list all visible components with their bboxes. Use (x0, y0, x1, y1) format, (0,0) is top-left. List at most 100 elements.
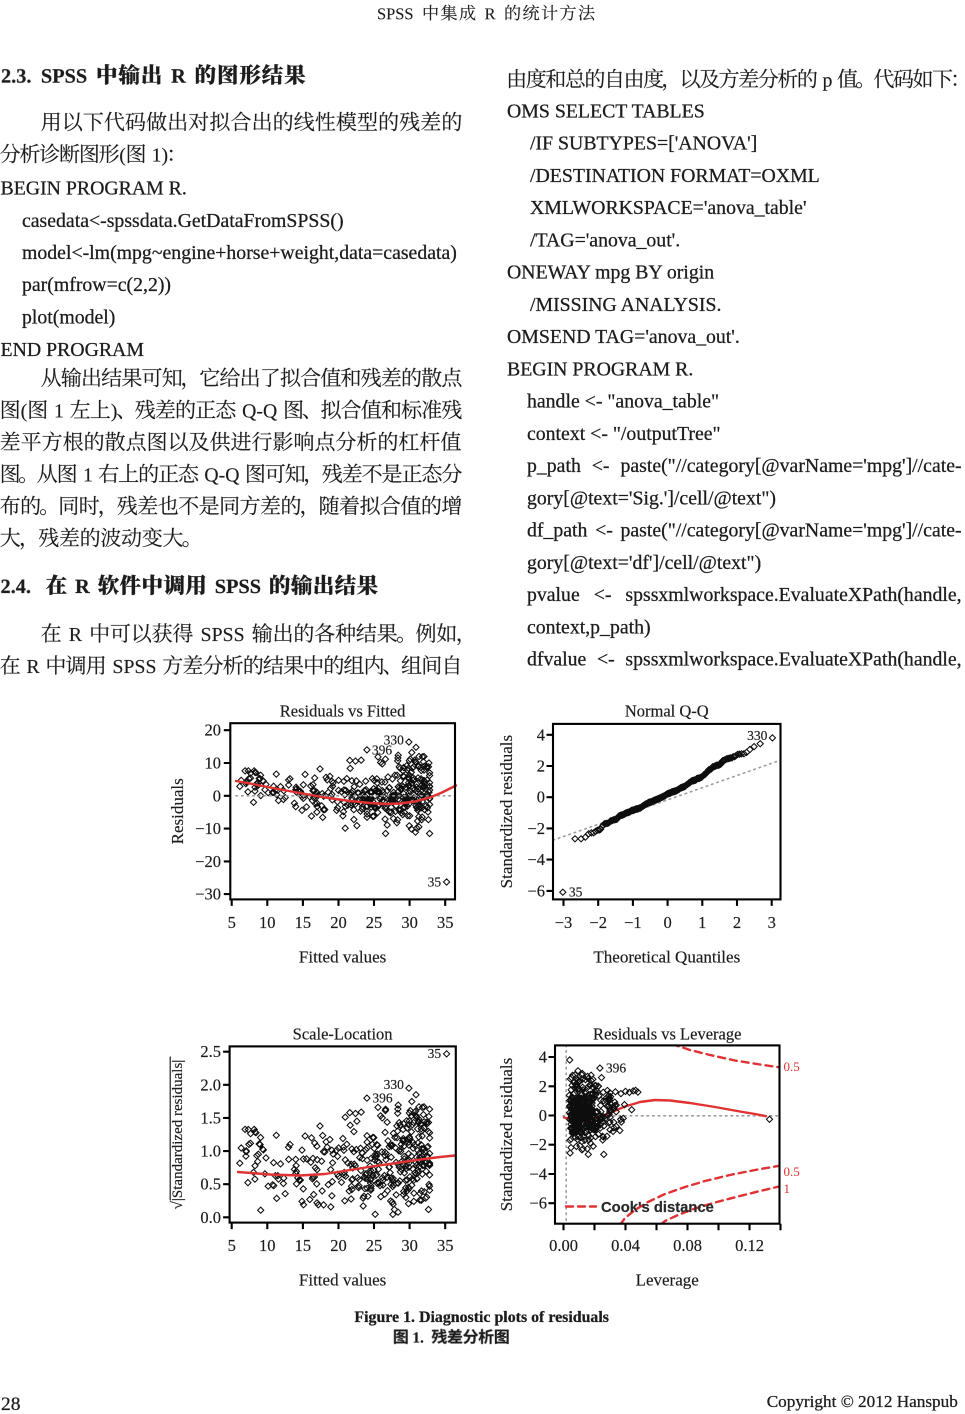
svg-text:plot(model): plot(model) (22, 307, 115, 329)
svg-text:−4: −4 (529, 1165, 547, 1184)
svg-text:−2: −2 (527, 819, 545, 838)
svg-text:Fitted values: Fitted values (299, 948, 386, 967)
svg-text:20: 20 (330, 913, 347, 932)
svg-text:1: 1 (698, 913, 706, 932)
svg-text:XMLWORKSPACE='anova_table': XMLWORKSPACE='anova_table' (530, 197, 807, 219)
svg-text:−4: −4 (527, 850, 545, 869)
svg-text:35: 35 (569, 885, 583, 900)
svg-text:1.5: 1.5 (200, 1108, 221, 1127)
svg-text:/IF SUBTYPES=['ANOVA']: /IF SUBTYPES=['ANOVA'] (530, 133, 757, 155)
svg-text:0: 0 (213, 786, 221, 805)
svg-text:BEGIN PROGRAM R.: BEGIN PROGRAM R. (507, 358, 693, 380)
svg-text:−2: −2 (529, 1135, 547, 1154)
svg-text:/DESTINATION FORMAT=OXML: /DESTINATION FORMAT=OXML (530, 165, 820, 187)
svg-text:OMS SELECT TABLES: OMS SELECT TABLES (507, 100, 705, 122)
svg-text:context,p_path): context,p_path) (527, 616, 651, 638)
svg-text:casedata<-spssdata.GetDataFrom: casedata<-spssdata.GetDataFromSPSS() (22, 210, 344, 232)
svg-text:3: 3 (768, 913, 776, 932)
svg-text:−3: −3 (555, 913, 573, 932)
svg-text:Copyright © 2012 Hanspub: Copyright © 2012 Hanspub (767, 1392, 958, 1411)
svg-text:330: 330 (384, 1077, 405, 1092)
svg-text:396: 396 (372, 742, 393, 757)
svg-text:4: 4 (537, 725, 545, 744)
svg-text:handle <- "anova_table": handle <- "anova_table" (527, 391, 719, 413)
svg-text:ONEWAY mpg BY origin: ONEWAY mpg BY origin (507, 262, 714, 284)
svg-text:BEGIN PROGRAM R.: BEGIN PROGRAM R. (1, 178, 187, 200)
svg-text:30: 30 (401, 1236, 418, 1255)
svg-text:/TAG='anova_out'.: /TAG='anova_out'. (530, 229, 680, 251)
svg-text:15: 15 (295, 1236, 312, 1255)
svg-text:Residuals vs Fitted: Residuals vs Fitted (280, 702, 406, 721)
svg-text:35: 35 (428, 875, 442, 890)
svg-text:pvalue <- spssxmlworkspace.Eva: pvalue <- spssxmlworkspace.EvaluateXPath… (527, 584, 962, 606)
svg-text:0.5: 0.5 (200, 1175, 221, 1194)
svg-text:1: 1 (784, 1181, 791, 1196)
svg-text:context <- "/outputTree": context <- "/outputTree" (527, 423, 721, 445)
svg-text:35: 35 (437, 913, 454, 932)
svg-text:0.00: 0.00 (549, 1236, 578, 1255)
svg-text:0: 0 (537, 788, 545, 807)
svg-text:Standardized residuals: Standardized residuals (497, 735, 516, 888)
svg-text:0.5: 0.5 (784, 1059, 800, 1074)
svg-text:2.0: 2.0 (200, 1075, 221, 1094)
svg-text:END PROGRAM: END PROGRAM (1, 339, 145, 361)
svg-text:2: 2 (537, 757, 545, 776)
svg-text:−10: −10 (195, 819, 221, 838)
svg-text:−1: −1 (624, 913, 642, 932)
svg-text:−6: −6 (527, 881, 545, 900)
svg-text:2: 2 (539, 1077, 547, 1096)
svg-text:−30: −30 (195, 885, 221, 904)
svg-text:28: 28 (1, 1394, 20, 1414)
svg-text:gory[@text='Sig.']/cell/@text": gory[@text='Sig.']/cell/@text") (527, 487, 776, 509)
svg-text:35: 35 (437, 1236, 454, 1255)
svg-text:dfvalue <- spssxmlworkspace.Ev: dfvalue <- spssxmlworkspace.EvaluateXPat… (527, 649, 962, 671)
svg-text:−6: −6 (529, 1194, 547, 1213)
svg-text:√|Standardized residuals|: √|Standardized residuals| (170, 1060, 186, 1210)
svg-text:Fitted values: Fitted values (299, 1271, 386, 1290)
svg-text:−2: −2 (589, 913, 607, 932)
svg-text:−20: −20 (195, 852, 221, 871)
svg-text:df_path <- paste("//category[@: df_path <- paste("//category[@varName='m… (527, 520, 962, 542)
svg-text:5: 5 (228, 1236, 236, 1255)
svg-text:15: 15 (295, 913, 312, 932)
svg-text:5: 5 (228, 913, 236, 932)
svg-text:Cook's distance: Cook's distance (601, 1200, 714, 1216)
svg-text:Normal Q-Q: Normal Q-Q (625, 702, 709, 721)
svg-text:20: 20 (330, 1236, 347, 1255)
svg-text:1.0: 1.0 (200, 1142, 221, 1161)
svg-text:model<-lm(mpg~engine+horse+wei: model<-lm(mpg~engine+horse+weight,data=c… (22, 242, 457, 264)
svg-text:330: 330 (747, 728, 768, 743)
svg-text:35: 35 (428, 1046, 442, 1061)
svg-text:0.04: 0.04 (611, 1236, 640, 1255)
svg-text:Figure 1. Diagnostic plots of: Figure 1. Diagnostic plots of residuals (354, 1309, 609, 1326)
svg-text:10: 10 (205, 754, 222, 773)
svg-text:0.5: 0.5 (784, 1164, 800, 1179)
svg-text:2: 2 (733, 913, 741, 932)
svg-text:par(mfrow=c(2,2)): par(mfrow=c(2,2)) (22, 274, 171, 296)
svg-text:396: 396 (606, 1061, 627, 1076)
svg-text:Scale-Location: Scale-Location (293, 1025, 393, 1044)
svg-text:Residuals vs Leverage: Residuals vs Leverage (593, 1025, 741, 1044)
svg-text:/MISSING ANALYSIS.: /MISSING ANALYSIS. (530, 294, 721, 316)
svg-text:Theoretical Quantiles: Theoretical Quantiles (593, 948, 740, 967)
svg-text:20: 20 (205, 721, 222, 740)
svg-text:0.0: 0.0 (200, 1208, 221, 1227)
svg-text:OMSEND TAG='anova_out'.: OMSEND TAG='anova_out'. (507, 326, 740, 348)
svg-text:Leverage: Leverage (636, 1271, 699, 1290)
svg-text:Residuals: Residuals (168, 778, 187, 844)
svg-text:30: 30 (401, 913, 418, 932)
svg-text:396: 396 (372, 1091, 393, 1106)
svg-text:10: 10 (259, 913, 276, 932)
svg-text:25: 25 (366, 1236, 383, 1255)
svg-text:330: 330 (384, 733, 405, 748)
svg-text:10: 10 (259, 1236, 276, 1255)
svg-text:p_path <- paste("//category[@v: p_path <- paste("//category[@varName='mp… (527, 455, 962, 477)
svg-text:0: 0 (663, 913, 671, 932)
svg-text:0.12: 0.12 (735, 1236, 764, 1255)
svg-text:0.08: 0.08 (673, 1236, 702, 1255)
svg-text:4: 4 (539, 1048, 547, 1067)
svg-text:25: 25 (366, 913, 383, 932)
svg-text:gory[@text='df']/cell/@text"): gory[@text='df']/cell/@text") (527, 552, 761, 574)
svg-text:0: 0 (539, 1106, 547, 1125)
svg-text:Standardized residuals: Standardized residuals (497, 1058, 516, 1211)
